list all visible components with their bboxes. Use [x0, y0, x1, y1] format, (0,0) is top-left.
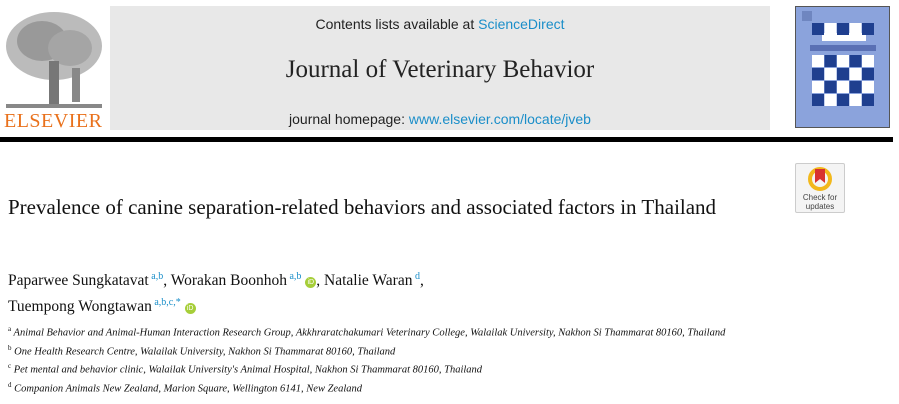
cover-tile — [824, 23, 837, 35]
cover-tile — [849, 23, 862, 35]
author[interactable]: Natalie Waran d — [324, 271, 420, 290]
affiliation-item: a Animal Behavior and Animal-Human Inter… — [8, 322, 768, 341]
check-updates-line2: updates — [805, 202, 835, 211]
cover-tile — [812, 94, 824, 106]
affiliation-label: b — [8, 343, 12, 352]
elsevier-tree-logo — [2, 6, 106, 130]
author-affiliation-marker[interactable]: d — [412, 271, 420, 282]
affiliation-text: Animal Behavior and Animal-Human Interac… — [11, 327, 726, 339]
cover-tile — [812, 23, 824, 35]
article-title: Prevalence of canine separation-related … — [8, 195, 717, 219]
cover-tile — [849, 55, 862, 67]
cover-tile — [812, 81, 824, 93]
cover-tile — [862, 55, 874, 67]
author-name[interactable]: Paparwee Sungkatavat — [8, 272, 149, 290]
cover-tile — [849, 68, 862, 80]
affiliation-text: Companion Animals New Zealand, Marion Sq… — [11, 383, 362, 394]
affiliation-label: a — [8, 325, 12, 333]
author-list: Paparwee Sungkatavat a,b, Worakan Boonho… — [8, 271, 424, 316]
affiliation-text: Pet mental and behavior clinic, Walailak… — [11, 364, 483, 376]
author[interactable]: Worakan Boonhoh a,b iD — [170, 271, 317, 290]
affiliations: a Animal Behavior and Animal-Human Inter… — [8, 322, 768, 396]
homepage-link[interactable]: www.elsevier.com/locate/jveb — [408, 111, 591, 127]
cover-tile — [837, 68, 849, 80]
cover-tile — [837, 94, 849, 106]
cover-tile — [824, 68, 837, 80]
cover-tile — [824, 81, 837, 93]
author-name[interactable]: Natalie Waran — [324, 272, 413, 290]
cover-tile — [824, 55, 837, 67]
check-updates-line1: Check for — [802, 193, 838, 202]
author-affiliation-marker[interactable]: a,b — [286, 271, 302, 282]
author[interactable]: Paparwee Sungkatavat a,b — [8, 271, 164, 290]
contents-prefix: Contents lists available at — [315, 16, 479, 32]
cover-tile — [862, 94, 874, 106]
cover-tile — [837, 23, 849, 35]
check-updates-icon — [808, 167, 832, 191]
affiliation-item: b One Health Research Centre, Walailak U… — [8, 341, 768, 360]
affiliation-label: c — [8, 362, 12, 370]
cover-tile — [812, 55, 824, 67]
author-name[interactable]: Worakan Boonhoh — [170, 272, 287, 290]
header-rule — [0, 137, 893, 142]
journal-cover-image — [795, 6, 890, 128]
journal-title: Journal of Veterinary Behavior — [285, 56, 595, 83]
author-affiliation-marker[interactable]: a,b — [148, 271, 164, 282]
orcid-icon[interactable]: iD — [184, 303, 196, 315]
affiliation-label: d — [8, 380, 12, 389]
affiliation-item: d Companion Animals New Zealand, Marion … — [8, 378, 768, 397]
affiliation-text: One Health Research Centre, Walailak Uni… — [11, 346, 396, 357]
cover-tile — [849, 81, 862, 93]
cover-tile — [862, 23, 874, 35]
homepage-line: journal homepage: www.elsevier.com/locat… — [110, 111, 770, 127]
cover-tile — [837, 81, 849, 93]
elsevier-wordmark: ELSEVIER — [4, 110, 103, 132]
cover-tile — [849, 94, 862, 106]
author-name[interactable]: Tuempong Wongtawan — [8, 298, 152, 316]
author[interactable]: Tuempong Wongtawan a,b,c,* iD — [8, 297, 196, 316]
author-affiliation-marker[interactable]: a,b,c,* — [151, 297, 181, 309]
cover-tile — [862, 68, 874, 80]
journal-header: Contents lists available at ScienceDirec… — [110, 6, 770, 130]
affiliation-item: c Pet mental and behavior clinic, Walail… — [8, 359, 768, 378]
cover-tile — [862, 81, 874, 93]
cover-tile — [812, 68, 824, 80]
check-for-updates-button[interactable]: Check for updates — [795, 163, 845, 213]
orcid-icon[interactable]: iD — [305, 277, 317, 289]
homepage-prefix: journal homepage: — [289, 111, 409, 127]
cover-tile — [837, 55, 849, 67]
cover-tile — [824, 94, 837, 106]
contents-line: Contents lists available at ScienceDirec… — [110, 16, 770, 32]
sciencedirect-link[interactable]: ScienceDirect — [478, 16, 565, 32]
